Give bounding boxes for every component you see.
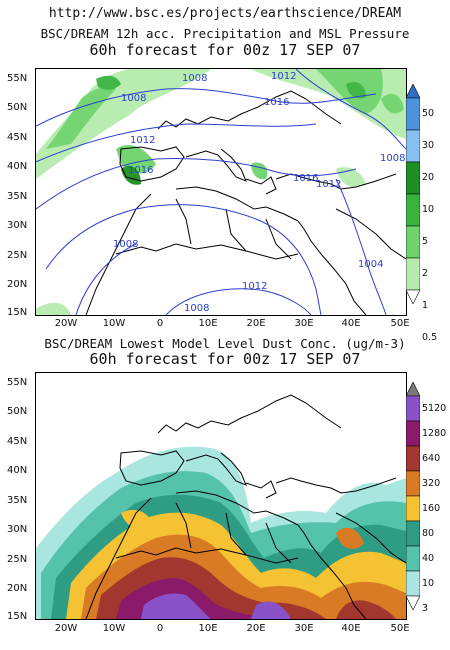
colorbar-label: 2 (422, 268, 429, 279)
lat-tick: 30N (7, 220, 28, 231)
colorbar-swatch (406, 129, 420, 163)
isobar-label: 1016 (264, 97, 289, 108)
colorbar-label: 30 (422, 140, 435, 151)
colorbar-swatch (406, 289, 420, 304)
colorbar-swatch (406, 84, 420, 99)
lat-tick: 15N (7, 611, 28, 622)
colorbar-label: 80 (422, 527, 435, 539)
colorbar-label: 1280 (422, 427, 447, 439)
colorbar-swatch (406, 97, 420, 131)
lon-tick: 10W (102, 623, 126, 634)
lat-tick: 55N (7, 377, 28, 388)
colorbar-label: 1 (422, 300, 429, 311)
colorbar-label: 160 (422, 502, 441, 514)
isobar-label: 1004 (358, 259, 383, 270)
isobar-labels: 1008 1012 1008 1016 1012 1016 1016 1012 … (113, 71, 405, 314)
lon-tick: 10E (198, 318, 218, 329)
colorbar-swatch (406, 445, 420, 472)
colorbar-label: 20 (422, 172, 435, 183)
lat-tick: 50N (7, 406, 28, 417)
url-label: http://www.bsc.es/projects/earthscience/… (48, 6, 402, 21)
lat-tick: 20N (7, 279, 28, 290)
isobar-label: 1008 (380, 153, 405, 164)
lon-tick: 30E (294, 623, 314, 634)
colorbar-swatch (406, 225, 420, 259)
panel1-subtitle: 60h forecast for 00z 17 SEP 07 (89, 41, 361, 59)
lon-tick: 0 (156, 318, 164, 329)
lon-tick: 20E (246, 623, 266, 634)
isobar-label: 1012 (316, 179, 341, 190)
coastlines-dust (85, 394, 406, 619)
colorbar-swatch (406, 420, 420, 447)
panel2-title: BSC/DREAM Lowest Model Level Dust Conc. … (44, 336, 406, 351)
lon-tick: 20E (246, 318, 266, 329)
colorbar-label: 640 (422, 452, 441, 464)
isobar-label: 1008 (182, 73, 207, 84)
isobar-label: 1012 (130, 135, 155, 146)
isobar-label: 1012 (271, 71, 296, 82)
isobar-label: 1008 (121, 93, 146, 104)
colorbar-label: 320 (422, 477, 441, 489)
lat-tick: 35N (7, 495, 28, 506)
lon-tick: 20W (54, 623, 78, 634)
lon-tick: 30E (294, 318, 314, 329)
colorbar-swatch (406, 545, 420, 572)
dust-shading (36, 446, 406, 619)
colorbar-swatch (406, 520, 420, 547)
lon-tick: 50E (390, 318, 410, 329)
lon-tick: 10E (198, 623, 218, 634)
lat-tick: 40N (7, 465, 28, 476)
panel2-subtitle: 60h forecast for 00z 17 SEP 07 (89, 350, 361, 368)
isobar-label: 1008 (184, 303, 209, 314)
lat-tick: 15N (7, 307, 28, 318)
dust-map (35, 372, 407, 620)
precip-map: 1008 1012 1008 1016 1012 1016 1016 1012 … (35, 68, 407, 316)
lon-tick: 20W (54, 318, 78, 329)
colorbar-label: 10 (422, 204, 435, 215)
colorbar-swatch (406, 495, 420, 522)
colorbar-swatch (406, 161, 420, 195)
isobar-label: 1016 (293, 173, 318, 184)
colorbar-swatch (406, 570, 420, 597)
colorbar-label: 0.5 (422, 332, 438, 343)
isobar-label: 1012 (242, 281, 267, 292)
colorbar-swatch (406, 193, 420, 227)
lat-tick: 55N (7, 73, 28, 84)
isobar-label: 1008 (113, 239, 138, 250)
colorbar-swatch (406, 470, 420, 497)
isobars (36, 69, 406, 315)
colorbar-label: 3 (422, 602, 429, 614)
precip-colorbar (406, 84, 420, 304)
lat-tick: 45N (7, 132, 28, 143)
lat-tick: 25N (7, 250, 28, 261)
colorbar-label: 5 (422, 236, 429, 247)
lon-tick: 40E (341, 623, 361, 634)
lat-tick: 20N (7, 583, 28, 594)
lon-tick: 40E (341, 318, 361, 329)
colorbar-label: 40 (422, 552, 435, 564)
lat-tick: 45N (7, 436, 28, 447)
colorbar-label: 50 (422, 108, 435, 119)
lat-tick: 30N (7, 524, 28, 535)
lon-tick: 0 (156, 623, 164, 634)
panel1-title: BSC/DREAM 12h acc. Precipitation and MSL… (40, 26, 410, 41)
colorbar-swatch (406, 257, 420, 291)
isobar-label: 1016 (128, 165, 153, 176)
colorbar-swatch (406, 595, 420, 610)
colorbar-swatch (406, 395, 420, 422)
lat-tick: 40N (7, 161, 28, 172)
colorbar-label: 5120 (422, 402, 447, 414)
dust-colorbar (406, 382, 420, 610)
colorbar-swatch (406, 382, 420, 397)
lat-tick: 50N (7, 102, 28, 113)
lon-tick: 10W (102, 318, 126, 329)
lon-tick: 50E (390, 623, 410, 634)
lat-tick: 35N (7, 191, 28, 202)
colorbar-label: 10 (422, 577, 435, 589)
lat-tick: 25N (7, 554, 28, 565)
